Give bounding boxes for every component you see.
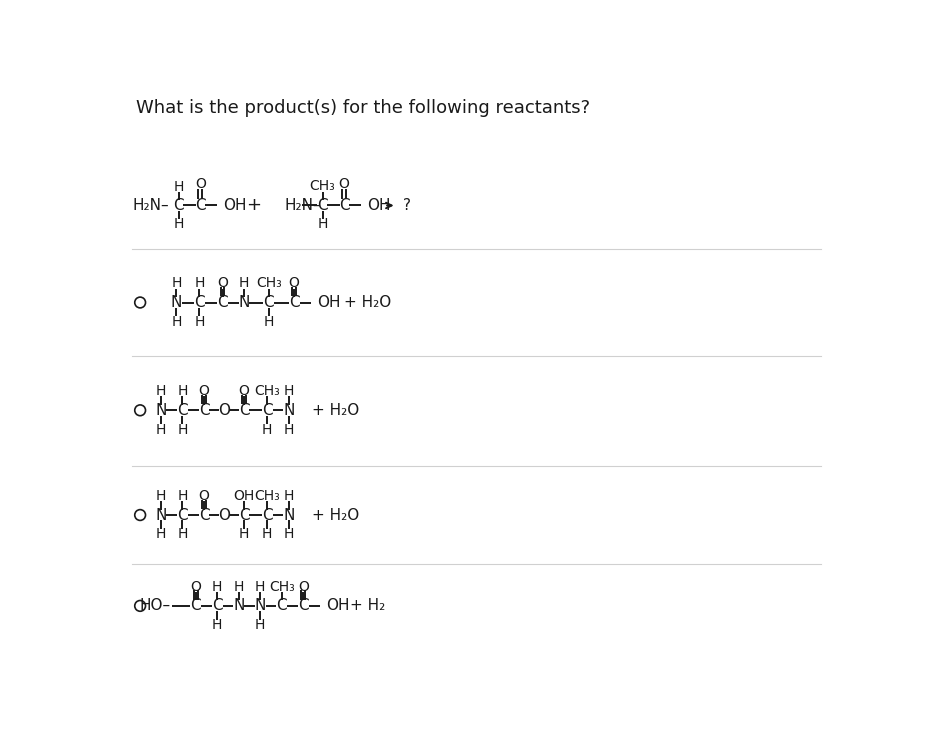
Text: C: C — [263, 295, 274, 310]
Text: O: O — [339, 177, 350, 191]
Text: CH₃: CH₃ — [310, 179, 336, 193]
Text: OH: OH — [233, 489, 255, 503]
Text: H: H — [284, 527, 294, 541]
Text: N: N — [155, 508, 166, 523]
Text: H: H — [262, 422, 272, 436]
Text: C: C — [298, 598, 309, 613]
Text: H: H — [178, 489, 188, 503]
Text: H: H — [255, 618, 265, 632]
Text: C: C — [212, 598, 222, 613]
Text: N: N — [283, 403, 295, 418]
Text: H₂N–: H₂N– — [132, 198, 168, 213]
Text: C: C — [262, 403, 272, 418]
Text: What is the product(s) for the following reactants?: What is the product(s) for the following… — [136, 99, 590, 117]
Text: N: N — [170, 295, 182, 310]
Text: H: H — [284, 422, 294, 436]
Text: H: H — [317, 217, 327, 231]
Text: O: O — [218, 508, 230, 523]
Text: C: C — [199, 403, 209, 418]
Text: +: + — [246, 197, 260, 214]
Text: H: H — [178, 527, 188, 541]
Text: + H₂O: + H₂O — [344, 295, 392, 310]
Text: CH₃: CH₃ — [256, 276, 282, 290]
Text: CH₃: CH₃ — [254, 489, 280, 503]
Text: O: O — [239, 384, 249, 398]
Text: N: N — [255, 598, 266, 613]
Text: + H₂O: + H₂O — [312, 508, 359, 523]
Text: O: O — [298, 579, 309, 593]
Text: C: C — [191, 598, 201, 613]
Text: H: H — [239, 527, 249, 541]
Text: C: C — [262, 508, 272, 523]
Text: H: H — [255, 579, 265, 593]
Text: C: C — [194, 295, 205, 310]
Text: N: N — [283, 508, 295, 523]
Text: O: O — [190, 579, 201, 593]
Text: H: H — [194, 315, 205, 329]
Text: H: H — [155, 384, 166, 398]
Text: O: O — [217, 276, 228, 290]
Text: O: O — [199, 489, 209, 503]
Text: O: O — [194, 177, 206, 191]
Text: OH: OH — [317, 295, 340, 310]
Text: C: C — [178, 403, 188, 418]
Text: C: C — [195, 198, 206, 213]
Text: N: N — [238, 295, 250, 310]
Text: H: H — [174, 180, 184, 194]
Text: H: H — [178, 422, 188, 436]
Text: H: H — [233, 579, 244, 593]
Text: H₂N–: H₂N– — [285, 198, 321, 213]
Text: OH: OH — [326, 598, 350, 613]
Text: C: C — [218, 295, 228, 310]
Text: O: O — [288, 276, 299, 290]
Text: H: H — [212, 618, 222, 632]
Text: H: H — [155, 527, 166, 541]
Text: H: H — [262, 527, 272, 541]
Text: H: H — [171, 276, 181, 290]
Text: H: H — [194, 276, 205, 290]
Text: C: C — [178, 508, 188, 523]
Text: HO–: HO– — [140, 598, 171, 613]
Text: H: H — [284, 384, 294, 398]
Text: H: H — [284, 489, 294, 503]
Text: CH₃: CH₃ — [254, 384, 280, 398]
Text: C: C — [173, 198, 184, 213]
Text: OH: OH — [223, 198, 246, 213]
Text: H: H — [155, 489, 166, 503]
Text: CH₃: CH₃ — [269, 579, 295, 593]
Text: C: C — [339, 198, 350, 213]
Text: C: C — [317, 198, 328, 213]
Text: H: H — [178, 384, 188, 398]
Text: ?: ? — [403, 198, 411, 213]
Text: C: C — [276, 598, 287, 613]
Text: N: N — [155, 403, 166, 418]
Text: C: C — [239, 508, 249, 523]
Text: C: C — [199, 508, 209, 523]
Text: C: C — [289, 295, 299, 310]
Text: H: H — [239, 276, 249, 290]
Text: H: H — [174, 217, 184, 231]
Text: N: N — [233, 598, 245, 613]
Text: C: C — [239, 403, 249, 418]
Text: H: H — [212, 579, 222, 593]
Text: H: H — [171, 315, 181, 329]
Text: + H₂: + H₂ — [350, 598, 385, 613]
Text: H: H — [263, 315, 274, 329]
Text: O: O — [218, 403, 230, 418]
Text: + H₂O: + H₂O — [312, 403, 359, 418]
Text: O: O — [199, 384, 209, 398]
Text: OH: OH — [367, 198, 391, 213]
Text: H: H — [155, 422, 166, 436]
